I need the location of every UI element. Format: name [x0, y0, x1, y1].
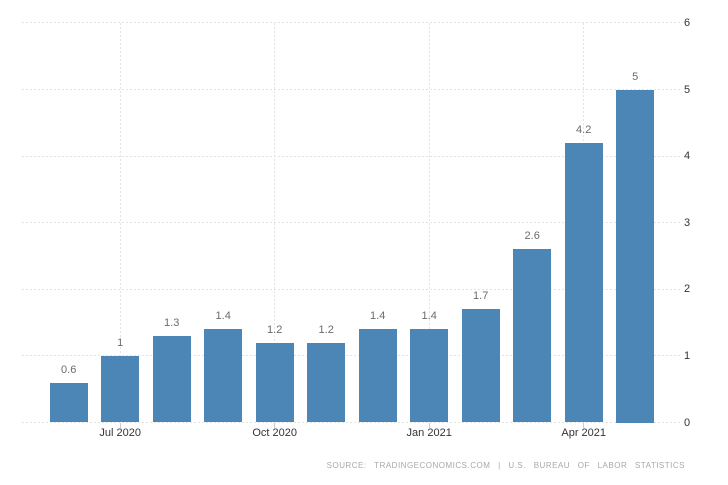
- bar[interactable]: [101, 355, 140, 423]
- bar[interactable]: [358, 329, 397, 423]
- bar[interactable]: [255, 342, 294, 423]
- gridline-horizontal: [22, 89, 680, 90]
- y-axis-tick-label: 6: [684, 16, 691, 29]
- x-axis-tick-label: Jul 2020: [99, 427, 141, 439]
- x-axis-tick: [428, 422, 430, 428]
- bar-value-label: 1.2: [267, 323, 283, 336]
- bar-value-label: 4.2: [576, 123, 592, 136]
- gridline-horizontal: [22, 422, 680, 423]
- bar[interactable]: [204, 329, 243, 423]
- bar[interactable]: [410, 329, 449, 423]
- y-axis-tick-label: 2: [684, 283, 691, 296]
- y-axis-tick-label: 1: [684, 349, 691, 362]
- bar-value-label: 2.6: [524, 230, 540, 243]
- bar-value-label: 1.4: [421, 310, 437, 323]
- bar[interactable]: [513, 249, 552, 423]
- source-attribution: SOURCE: TRADINGECONOMICS.COM | U.S. BURE…: [326, 461, 685, 470]
- y-axis-tick-label: 5: [684, 83, 691, 96]
- x-axis-tick: [119, 422, 121, 428]
- x-axis-tick-label: Apr 2021: [561, 427, 607, 439]
- gridline-vertical: [274, 22, 276, 423]
- gridline-vertical: [428, 22, 430, 423]
- y-axis-tick-label: 4: [684, 150, 691, 163]
- bar-value-label: 1.2: [318, 323, 334, 336]
- gridline-horizontal: [22, 155, 680, 157]
- gridline-horizontal: [22, 222, 680, 224]
- gridline-vertical: [119, 22, 121, 423]
- gridline-horizontal: [22, 355, 680, 357]
- x-axis-tick-label: Jan 2021: [406, 427, 452, 439]
- bar[interactable]: [152, 335, 191, 423]
- bar[interactable]: [616, 89, 655, 423]
- bar[interactable]: [307, 342, 346, 423]
- x-axis-tick-label: Oct 2020: [252, 427, 298, 439]
- gridline-horizontal: [22, 22, 680, 24]
- gridline-horizontal: [22, 288, 680, 290]
- bar[interactable]: [49, 382, 88, 423]
- bar-value-label: 1.3: [164, 316, 180, 329]
- bar-value-label: 0.6: [61, 363, 77, 376]
- y-axis-tick-label: 3: [684, 216, 691, 229]
- y-axis-tick-label: 0: [684, 416, 691, 429]
- bar-value-label: 1.4: [370, 310, 386, 323]
- bar-value-label: 1: [117, 336, 124, 349]
- x-axis-tick: [274, 422, 276, 428]
- bar-value-label: 5: [632, 70, 639, 83]
- bar-value-label: 1.4: [215, 310, 231, 323]
- x-axis-tick: [583, 422, 585, 428]
- bar-value-label: 1.7: [473, 290, 489, 303]
- bar[interactable]: [564, 142, 603, 423]
- bar[interactable]: [461, 309, 500, 423]
